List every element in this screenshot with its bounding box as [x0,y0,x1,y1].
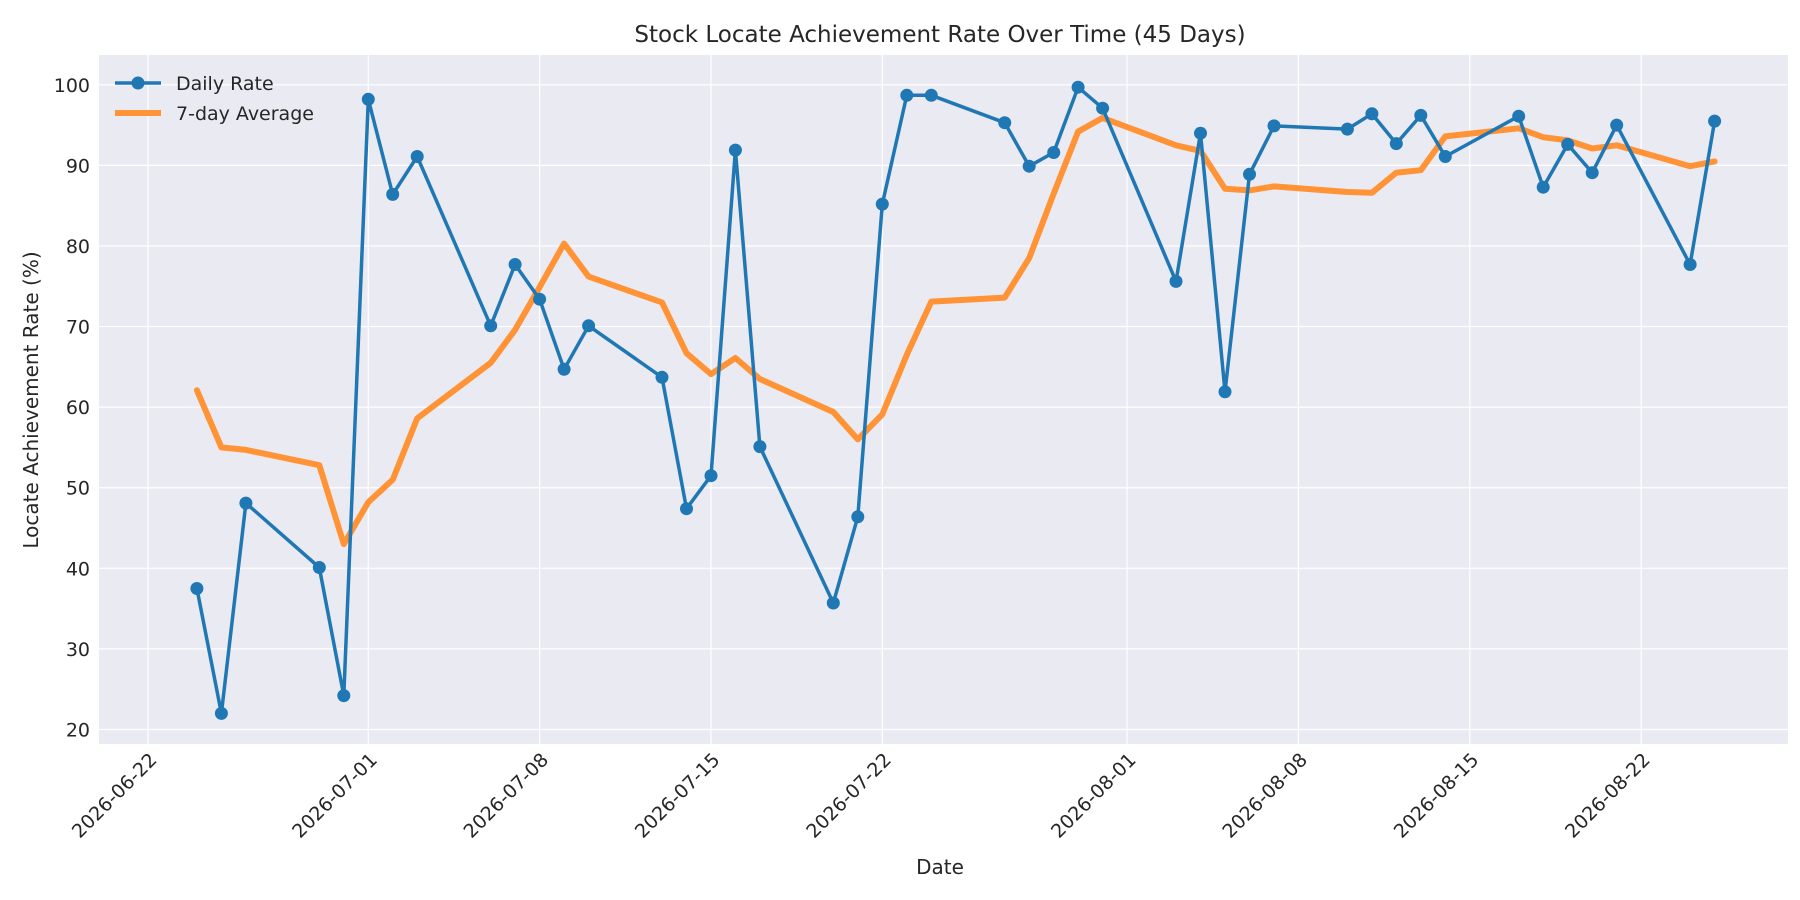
daily-rate-point [1047,146,1061,159]
daily-rate-point [1267,119,1281,133]
daily-rate-point [312,561,326,574]
daily-rate-point [337,689,351,703]
daily-rate-point [239,496,253,510]
daily-rate-point [728,143,742,157]
daily-rate-point [655,370,669,384]
x-tick-label: 2026-07-22 [802,749,896,843]
y-axis-ticks: 20 30 40 50 60 70 80 90 100 [54,75,90,742]
y-tick-label: 60 [66,397,90,419]
daily-rate-point [1071,80,1085,94]
daily-rate-point [1194,126,1207,140]
daily-rate-point [1389,137,1403,151]
daily-rate-point [1561,137,1575,151]
daily-rate-point [998,116,1012,130]
daily-rate-point [484,319,498,333]
daily-rate-point [386,187,400,201]
x-tick-label: 2026-08-08 [1218,749,1312,843]
plot-area [99,55,1788,744]
y-tick-label: 80 [66,236,90,258]
average-line [193,114,1718,548]
y-axis-label: Locate Achievement Rate (%) [19,251,43,548]
daily-rate-point [1243,167,1256,181]
x-axis-ticks: 2026-06-22 2026-07-01 2026-07-08 2026-07-15… [68,749,1655,843]
daily-rate-point [1414,108,1428,122]
daily-rate-point [1610,118,1624,132]
y-tick-label: 40 [66,558,90,580]
x-tick-label: 2026-08-22 [1561,749,1655,843]
daily-rate-point [680,502,693,516]
x-tick-label: 2026-07-01 [288,749,382,843]
chart-title: Stock Locate Achievement Rate Over Time … [634,22,1245,48]
daily-rate-point [508,258,522,271]
x-axis-label: Date [916,855,964,879]
daily-rate-point [1340,122,1354,136]
legend-daily-marker-icon [131,76,145,90]
daily-rate-point [1708,114,1722,128]
daily-rate-point [1096,101,1110,115]
daily-rate-point [1438,150,1452,163]
daily-rate-point [826,596,840,610]
legend-average-label: 7-day Average [176,103,314,125]
daily-rate-point [1512,109,1526,123]
daily-rate-point [533,292,547,306]
daily-rate-point [1585,166,1599,180]
daily-rate-point [557,362,571,376]
daily-rate-point [1536,180,1550,194]
daily-rate-point [851,510,865,524]
x-tick-label: 2026-07-08 [460,749,554,843]
daily-rate-point [753,440,767,454]
daily-rate-point [410,150,424,163]
series-daily-rate [190,80,1722,720]
daily-rate-point [704,469,718,483]
x-tick-label: 2026-07-15 [631,749,725,843]
daily-rate-point [1169,274,1183,288]
daily-rate-point [190,582,204,595]
daily-rate-point [1683,258,1697,271]
grid-lines [99,55,1788,744]
y-tick-label: 30 [66,639,90,661]
daily-rate-point [1022,159,1036,173]
daily-rate-point [900,88,914,102]
y-tick-label: 70 [66,317,90,339]
x-tick-label: 2026-08-01 [1047,749,1141,843]
x-tick-label: 2026-06-22 [68,749,162,843]
y-tick-label: 20 [66,719,90,741]
y-tick-label: 90 [66,155,90,177]
daily-rate-point [214,706,228,720]
legend-daily-label: Daily Rate [176,73,274,95]
daily-rate-point [361,92,375,106]
daily-rate-point [875,197,889,211]
y-tick-label: 50 [66,478,90,500]
daily-rate-point [1365,107,1379,121]
daily-rate-point [582,319,596,333]
legend: Daily Rate 7-day Average [115,73,314,125]
daily-rate-point [1218,385,1232,399]
x-tick-label: 2026-08-15 [1390,749,1484,843]
y-tick-label: 100 [54,75,90,97]
series-7-day-average [193,114,1718,548]
daily-rate-point [924,88,938,102]
